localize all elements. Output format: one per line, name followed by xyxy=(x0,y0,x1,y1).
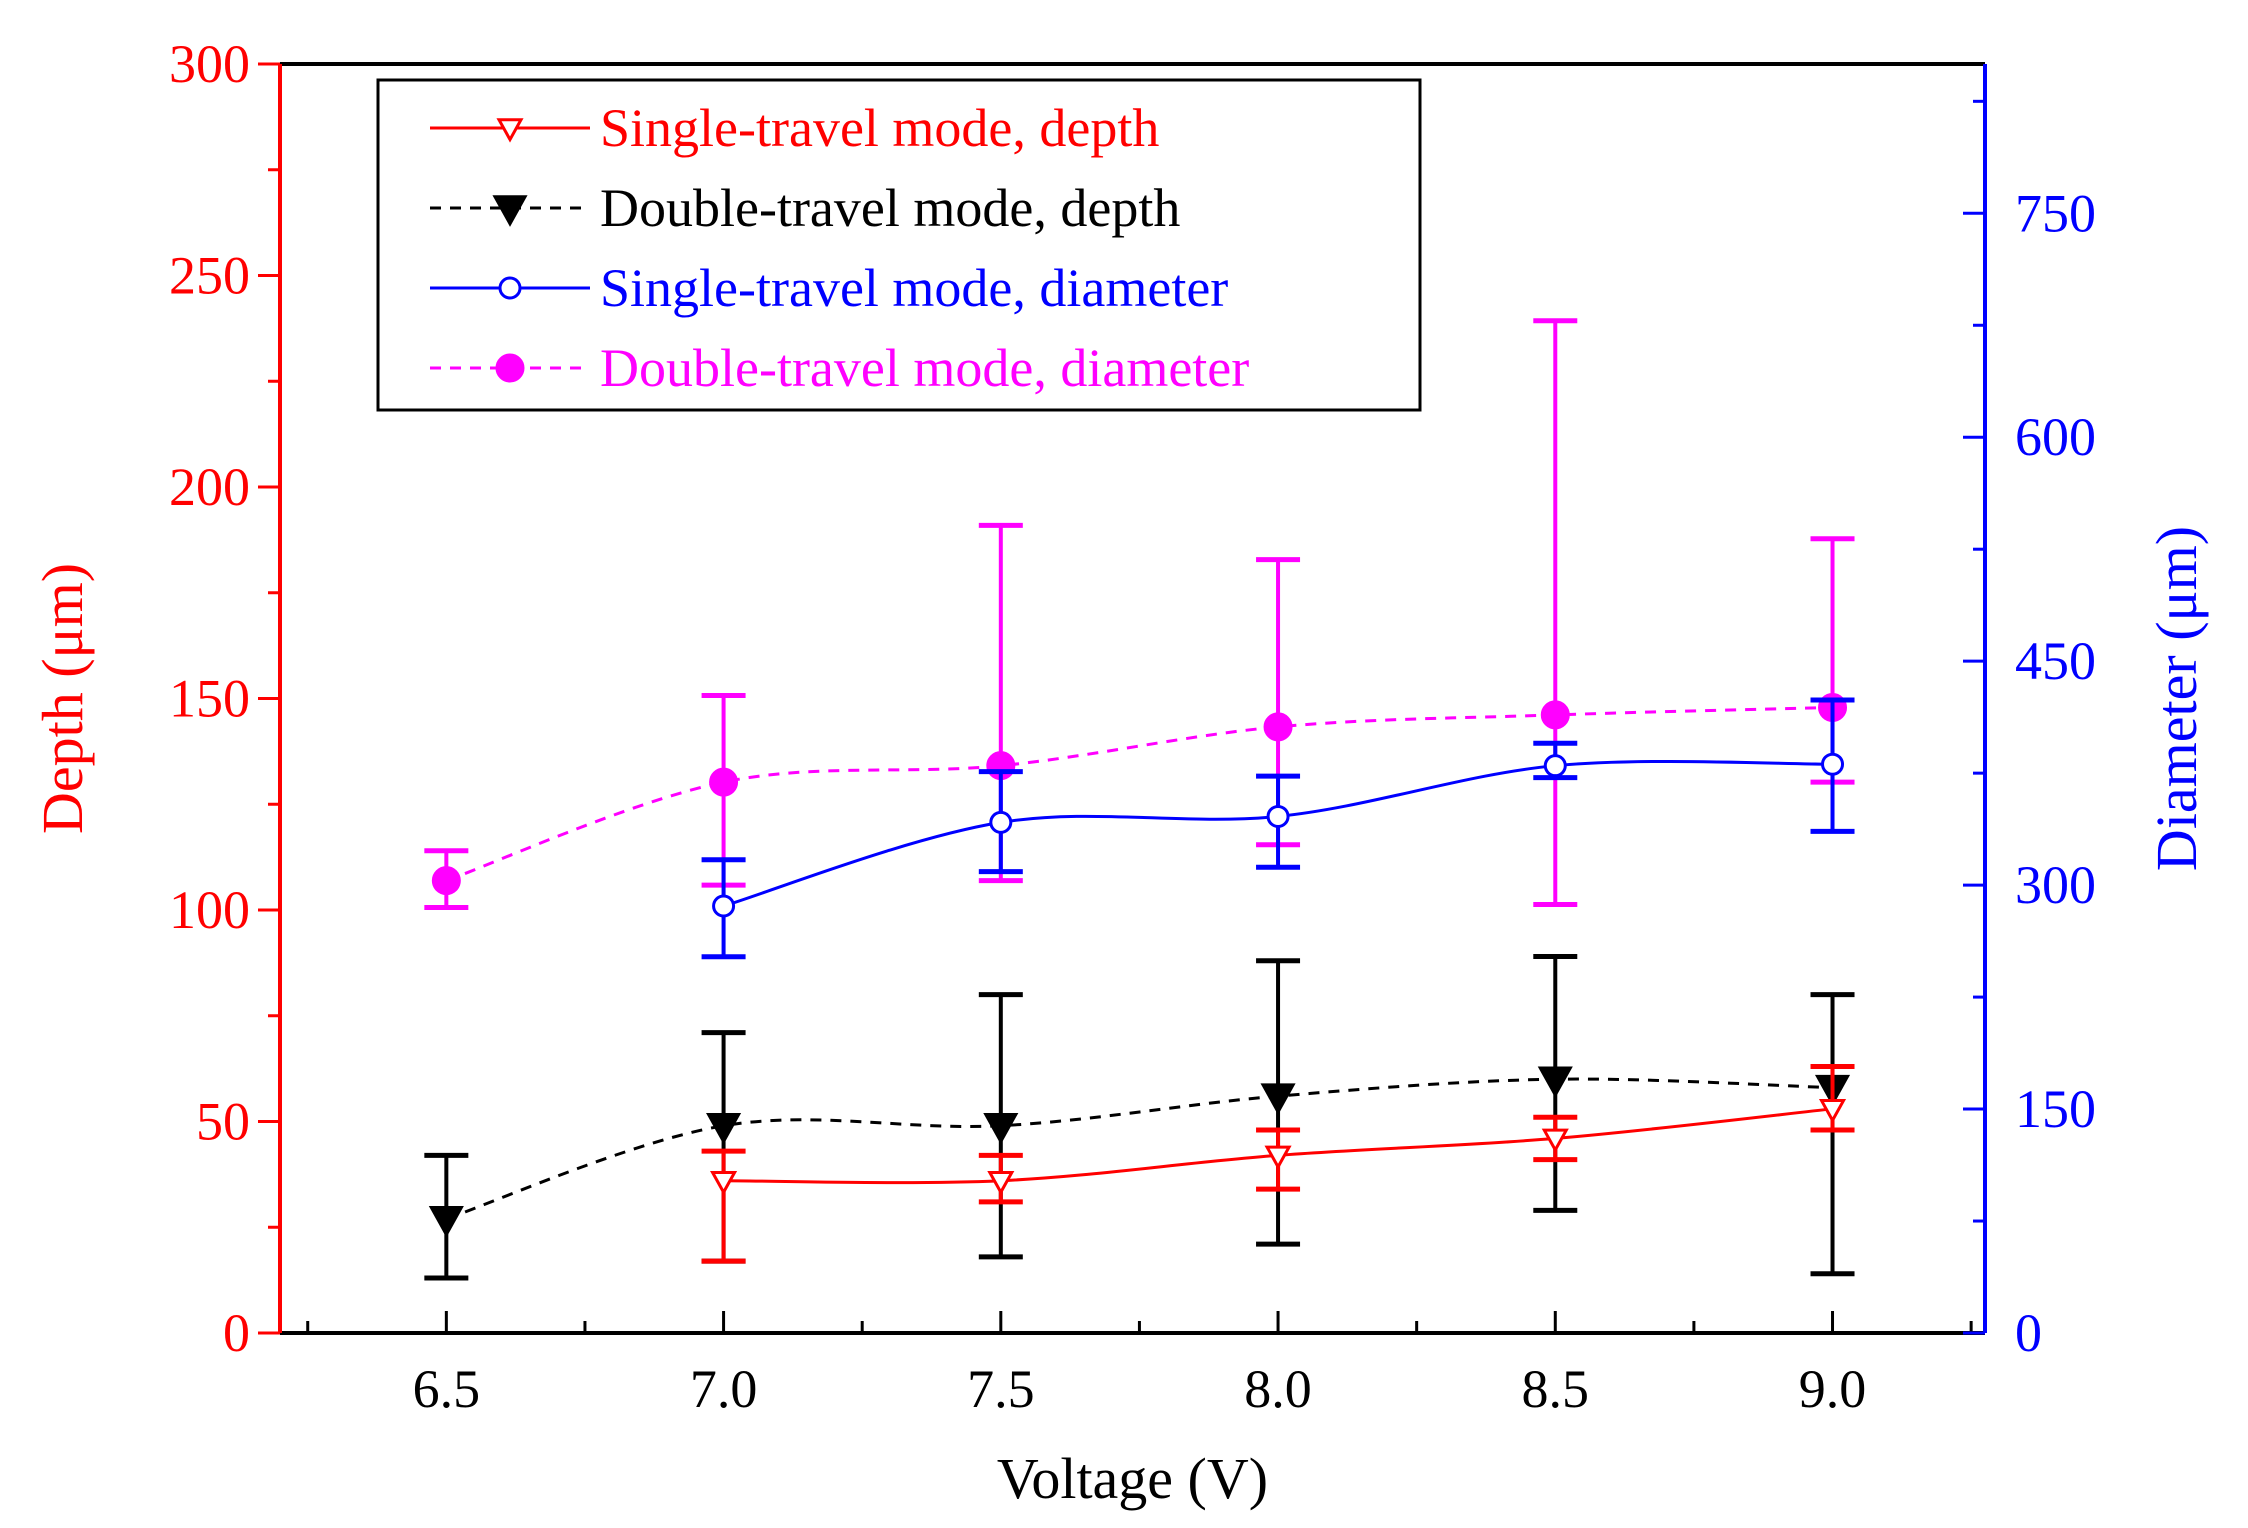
right-y-tick-label: 300 xyxy=(2015,855,2096,915)
series-3 xyxy=(701,697,1855,960)
left-y-axis-title: Depth (μm) xyxy=(30,563,95,834)
series-1 xyxy=(701,1064,1855,1264)
legend-label: Double-travel mode, diameter xyxy=(600,338,1249,398)
left-y-tick-label: 300 xyxy=(169,34,250,94)
right-y-tick-label: 450 xyxy=(2015,631,2096,691)
x-tick-label: 8.0 xyxy=(1244,1359,1312,1419)
right-y-tick-label: 150 xyxy=(2015,1079,2096,1139)
legend-swatch-marker xyxy=(492,195,528,227)
data-point xyxy=(1543,754,1567,778)
data-point xyxy=(1266,804,1290,828)
right-y-tick-label: 0 xyxy=(2015,1303,2042,1363)
data-point xyxy=(1263,712,1293,742)
legend-label: Double-travel mode, depth xyxy=(600,178,1180,238)
data-point xyxy=(428,1206,464,1238)
x-tick-label: 8.5 xyxy=(1522,1359,1590,1419)
right-y-tick-label: 750 xyxy=(2015,183,2096,243)
legend-box xyxy=(376,78,1422,412)
data-point xyxy=(1818,1099,1847,1124)
legend-label: Single-travel mode, diameter xyxy=(600,258,1228,318)
x-tick-label: 7.5 xyxy=(967,1359,1035,1419)
data-point xyxy=(1260,1083,1296,1115)
data-point xyxy=(709,767,739,797)
legend-swatch-marker xyxy=(496,118,524,143)
right-y-axis-title: Diameter (μm) xyxy=(2144,526,2209,871)
left-y-tick-label: 250 xyxy=(169,246,250,306)
legend: Single-travel mode, depth Double-travel m… xyxy=(376,78,1422,412)
right-y-tick-label: 600 xyxy=(2015,407,2096,467)
data-point xyxy=(431,866,461,896)
left-y-tick-label: 200 xyxy=(169,457,250,517)
legend-swatch-marker xyxy=(495,353,525,383)
left-y-tick-label: 100 xyxy=(169,880,250,940)
x-tick-label: 6.5 xyxy=(413,1359,481,1419)
series-layer xyxy=(424,318,1855,1281)
series-line xyxy=(445,1077,1833,1221)
data-point xyxy=(1821,752,1845,776)
series-2 xyxy=(424,954,1855,1281)
data-point xyxy=(987,1170,1015,1196)
x-axis-title: Voltage (V) xyxy=(997,1446,1268,1511)
legend-label: Single-travel mode, depth xyxy=(600,98,1159,158)
x-tick-label: 9.0 xyxy=(1799,1359,1867,1419)
data-point xyxy=(712,894,736,918)
axes-layer: 6.5 7.0 7.5 8.0 8.5 9.0 0 50 100 150 200 250 300 0 150… xyxy=(169,34,2096,1419)
data-point xyxy=(706,1112,742,1145)
data-point xyxy=(1537,1066,1573,1099)
data-point xyxy=(1541,1128,1569,1154)
series-line xyxy=(445,705,1833,883)
left-y-tick-label: 0 xyxy=(223,1303,250,1363)
legend-swatch-marker xyxy=(498,276,522,300)
left-y-tick-label: 150 xyxy=(169,669,250,729)
data-point xyxy=(989,810,1013,834)
left-y-tick-label: 50 xyxy=(196,1092,250,1152)
data-point xyxy=(983,1112,1019,1145)
data-point xyxy=(1264,1145,1292,1170)
x-tick-label: 7.0 xyxy=(690,1359,758,1419)
data-point xyxy=(1540,700,1570,730)
data-point xyxy=(710,1170,738,1196)
